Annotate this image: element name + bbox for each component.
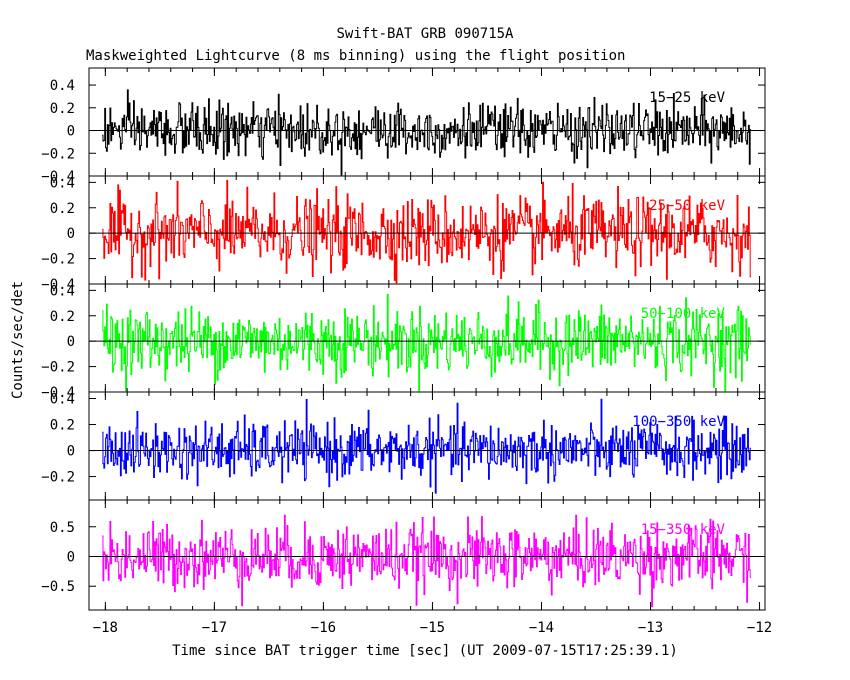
panels-group: −0.4 −0.2 0 0.2 0.4 15−25 keV −0.4 −0.2 0 0.2 0.4 2… <box>41 67 772 636</box>
band-label: 100−350 keV <box>632 414 725 430</box>
y-tick-label: −0.2 <box>41 360 75 376</box>
series-line <box>102 293 752 392</box>
band-label: 15−25 keV <box>649 90 725 106</box>
y-tick-label: 0.5 <box>50 520 75 536</box>
series-line <box>102 514 752 608</box>
x-tick-label: −18 <box>93 620 118 636</box>
chart-subtitle: Maskweighted Lightcurve (8 ms binning) u… <box>86 48 625 64</box>
x-tick-label: −16 <box>311 620 336 636</box>
x-tick-label: −12 <box>747 620 772 636</box>
y-tick-label: 0 <box>67 444 75 460</box>
y-tick-label: 0.4 <box>50 175 75 191</box>
chart-title: Swift-BAT GRB 090715A <box>336 26 514 42</box>
y-tick-label: 0.2 <box>50 309 75 325</box>
y-tick-label: 0.2 <box>50 418 75 434</box>
panel-100-350-kev: −0.2 0 0.2 0.4 100−350 keV <box>41 391 766 501</box>
band-label: 50−100 keV <box>641 306 726 322</box>
x-axis-label: Time since BAT trigger time [sec] (UT 20… <box>172 643 678 659</box>
panel-25-50-kev: −0.4 −0.2 0 0.2 0.4 25−50 keV <box>41 175 766 293</box>
series-line <box>102 89 752 176</box>
series-line <box>102 179 752 284</box>
panel-15-350-kev: −0.5 0 0.5 15−350 keV <box>41 499 766 611</box>
y-tick-label: 0 <box>67 226 75 242</box>
y-tick-label: −0.2 <box>41 252 75 268</box>
y-tick-label: −0.4 <box>41 385 75 401</box>
y-tick-label: 0 <box>67 549 75 565</box>
y-tick-label: −0.5 <box>41 579 75 595</box>
x-tick-label: −17 <box>202 620 227 636</box>
y-tick-label: −0.2 <box>41 470 75 486</box>
y-tick-label: −0.4 <box>41 169 75 185</box>
panel-15-25-kev: −0.4 −0.2 0 0.2 0.4 15−25 keV <box>41 67 766 185</box>
y-tick-label: 0.4 <box>50 78 75 94</box>
panel-50-100-kev: −0.4 −0.2 0 0.2 0.4 50−100 keV <box>41 283 766 401</box>
x-tick-label: −14 <box>529 620 554 636</box>
y-tick-label: 0.2 <box>50 101 75 117</box>
y-tick-label: 0 <box>67 124 75 140</box>
band-label: 25−50 keV <box>649 198 725 214</box>
y-axis-label: Counts/sec/det <box>10 281 26 399</box>
y-tick-label: 0.4 <box>50 283 75 299</box>
x-tick-label: −15 <box>420 620 445 636</box>
panel-frame <box>88 499 766 611</box>
y-tick-label: −0.4 <box>41 277 75 293</box>
y-tick-label: −0.2 <box>41 146 75 162</box>
x-tick-label: −13 <box>638 620 663 636</box>
y-tick-label: 0.2 <box>50 201 75 217</box>
series-line <box>102 398 752 494</box>
y-tick-label: 0 <box>67 334 75 350</box>
band-label: 15−350 keV <box>641 522 726 538</box>
y-tick-label: 0.4 <box>50 392 75 408</box>
